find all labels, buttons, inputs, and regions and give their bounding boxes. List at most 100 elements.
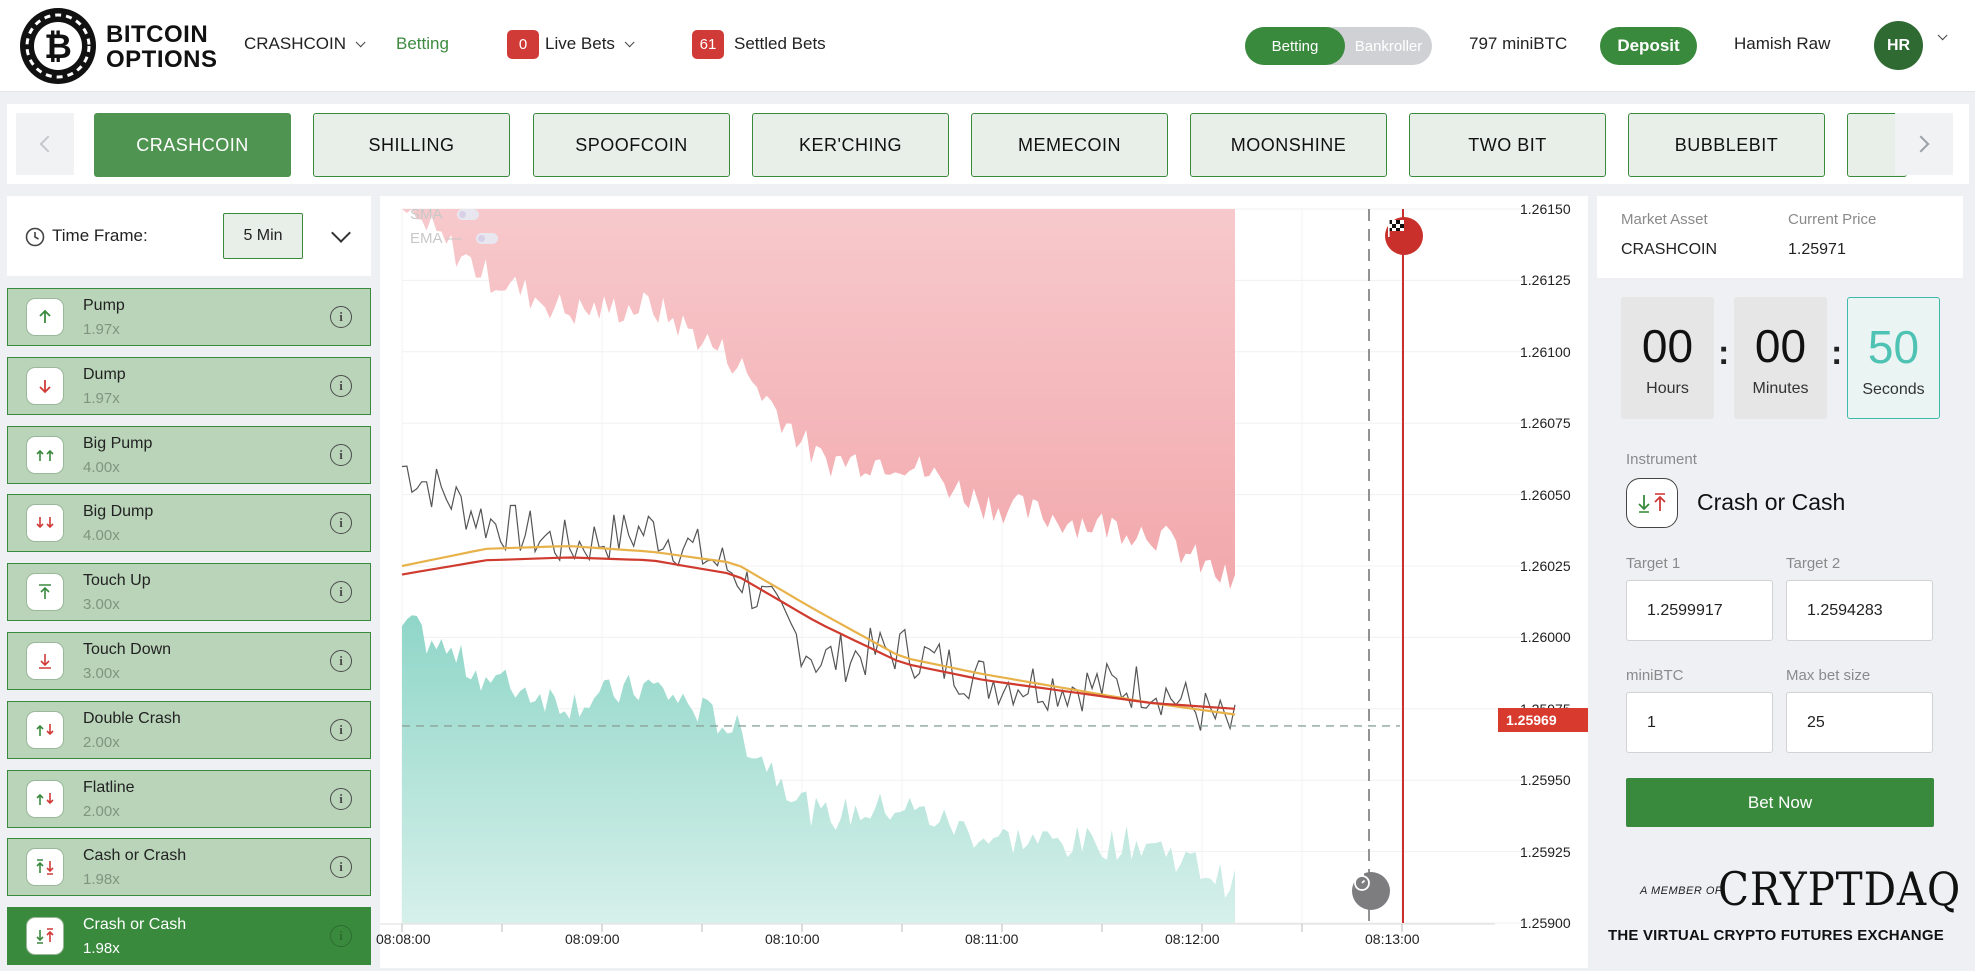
option-multiplier: 4.00x	[83, 458, 120, 476]
option-touch-up[interactable]: Touch Up 3.00x i	[7, 563, 371, 622]
bet-now-button[interactable]: Bet Now	[1626, 778, 1934, 827]
y-axis-tick-label: 1.26150	[1520, 201, 1571, 217]
tab-kerching[interactable]: KER'CHING	[752, 113, 949, 177]
crash-or-cash-icon	[26, 917, 64, 956]
settled-bets-link[interactable]: Settled Bets	[734, 34, 826, 53]
svg-text:₿: ₿	[44, 28, 72, 66]
touch-down-icon	[26, 642, 64, 680]
legend-ema-toggle[interactable]	[475, 233, 498, 244]
current-price-value: 1.25971	[1788, 241, 1846, 258]
info-icon[interactable]: i	[330, 374, 352, 397]
upper-bound-area	[402, 209, 1235, 590]
legend-sma[interactable]: SMA	[410, 206, 479, 223]
tab-moonshine[interactable]: MOONSHINE	[1190, 113, 1387, 177]
target1-input[interactable]	[1626, 580, 1773, 641]
target1-label: Target 1	[1626, 555, 1681, 572]
price-chart[interactable]: SMA EMA — 1.26150 1.26125 1.26100 1.26075 1.…	[376, 196, 1588, 968]
option-touch-down[interactable]: Touch Down 3.00x i	[7, 632, 371, 690]
info-icon[interactable]: i	[330, 443, 352, 466]
mode-toggle[interactable]: Betting Bankroller	[1245, 27, 1432, 65]
option-flatline[interactable]: Flatline 2.00x i	[7, 769, 371, 828]
y-axis-tick-label: 1.25900	[1520, 915, 1571, 931]
bitcoin-logo-icon[interactable]: ₿	[18, 6, 98, 86]
tabs-prev-button[interactable]	[16, 113, 74, 175]
double-arrow-up-icon	[26, 435, 64, 474]
touch-up-icon	[26, 573, 64, 612]
cryptdaq-logo[interactable]: CRYPTDAQ	[1718, 862, 1962, 916]
current-price-tag: 1.25969	[1498, 708, 1588, 732]
tab-crashcoin[interactable]: CRASHCOIN	[94, 113, 291, 177]
y-axis-tick-label: 1.25950	[1520, 772, 1571, 789]
minutes-label: Minutes	[1752, 380, 1809, 397]
asset-menu[interactable]: CRASHCOIN	[244, 34, 366, 54]
option-multiplier: 1.97x	[83, 389, 120, 407]
avatar[interactable]: HR	[1874, 21, 1923, 70]
option-cash-or-crash[interactable]: Cash or Crash 1.98x i	[7, 838, 371, 897]
deposit-button[interactable]: Deposit	[1600, 27, 1697, 65]
info-icon[interactable]: i	[330, 306, 352, 328]
betting-link[interactable]: Betting	[396, 34, 449, 53]
info-icon[interactable]: i	[330, 718, 352, 741]
live-bets-menu[interactable]: Live Bets	[545, 34, 635, 54]
option-dump[interactable]: Dump 1.97x i	[7, 356, 371, 415]
balance-display: 797 miniBTC	[1469, 34, 1568, 53]
option-big-dump[interactable]: Big Dump 4.00x i	[7, 494, 371, 553]
double-crash-icon	[26, 710, 64, 749]
timeframe-panel: Time Frame: 5 Min	[7, 196, 371, 276]
minibtc-input[interactable]	[1626, 692, 1773, 753]
x-axis-tick-label: 08:10:00	[765, 931, 820, 947]
exchange-tagline: THE VIRTUAL CRYPTO FUTURES EXCHANGE	[1608, 927, 1944, 944]
option-double-crash[interactable]: Double Crash 2.00x i	[7, 700, 371, 759]
info-icon[interactable]: i	[330, 512, 352, 535]
x-axis-tick-label: 08:09:00	[565, 931, 620, 947]
info-icon[interactable]: i	[330, 925, 352, 948]
y-axis-tick-label: 1.26050	[1520, 486, 1571, 503]
x-axis-tick-label: 08:13:00	[1365, 931, 1420, 947]
option-name: Double Crash	[83, 709, 181, 727]
tab-bubblebit[interactable]: BUBBLEBIT	[1628, 113, 1825, 177]
chevron-right-icon	[1912, 135, 1930, 153]
asset-tabs-bar: CRASHCOIN SHILLING SPOOFCOIN KER'CHING M…	[7, 104, 1969, 184]
tab-shilling[interactable]: SHILLING	[313, 113, 510, 177]
option-pump[interactable]: Pump 1.97x i	[7, 288, 371, 346]
brand-wordmark[interactable]: BITCOIN OPTIONS	[106, 22, 218, 72]
minibtc-label: miniBTC	[1626, 667, 1684, 684]
sma-line	[401, 545, 1236, 716]
timer-icon[interactable]	[1352, 872, 1390, 910]
hours-value: 00	[1641, 320, 1694, 372]
market-info-panel: Market Asset CRASHCOIN Current Price 1.2…	[1597, 196, 1963, 278]
countdown-hours: 00 Hours	[1621, 297, 1714, 419]
max-bet-input[interactable]	[1786, 692, 1933, 753]
user-menu-toggle[interactable]	[1928, 30, 1948, 41]
mode-betting[interactable]: Betting	[1245, 27, 1345, 65]
y-axis-tick-label: 1.26075	[1520, 415, 1571, 432]
chart-canvas[interactable]	[380, 196, 1588, 968]
option-name: Flatline	[83, 778, 135, 796]
option-crash-or-cash[interactable]: Crash or Cash 1.98x i	[7, 907, 371, 966]
chevron-down-icon[interactable]	[331, 223, 351, 243]
arrow-up-icon	[26, 298, 64, 336]
market-asset-label: Market Asset	[1621, 211, 1708, 228]
info-icon[interactable]: i	[330, 650, 352, 672]
legend-sma-toggle[interactable]	[456, 209, 479, 220]
info-icon[interactable]: i	[330, 856, 352, 879]
legend-ema[interactable]: EMA —	[410, 230, 498, 247]
mode-bankroller[interactable]: Bankroller	[1354, 37, 1423, 55]
info-icon[interactable]: i	[330, 787, 352, 810]
top-header: ₿ BITCOIN OPTIONS CRASHCOIN Betting 0 Li…	[0, 0, 1975, 92]
brand-line-1: BITCOIN	[106, 21, 209, 48]
option-multiplier: 3.00x	[83, 596, 120, 614]
timeframe-select[interactable]: 5 Min	[223, 213, 303, 259]
finish-flag-icon[interactable]	[1385, 217, 1423, 255]
tab-spoofcoin[interactable]: SPOOFCOIN	[533, 113, 730, 177]
tabs-next-button[interactable]	[1895, 113, 1953, 175]
tab-two-bit[interactable]: TWO BIT	[1409, 113, 1606, 177]
tab-memecoin[interactable]: MEMECOIN	[971, 113, 1168, 177]
target2-input[interactable]	[1786, 580, 1933, 641]
info-icon[interactable]: i	[330, 581, 352, 604]
option-big-pump[interactable]: Big Pump 4.00x i	[7, 425, 371, 484]
price-line	[401, 465, 1236, 731]
y-axis-tick-label: 1.26125	[1520, 272, 1571, 289]
user-name[interactable]: Hamish Raw	[1734, 34, 1831, 53]
x-axis-tick-label: 08:12:00	[1165, 931, 1220, 947]
